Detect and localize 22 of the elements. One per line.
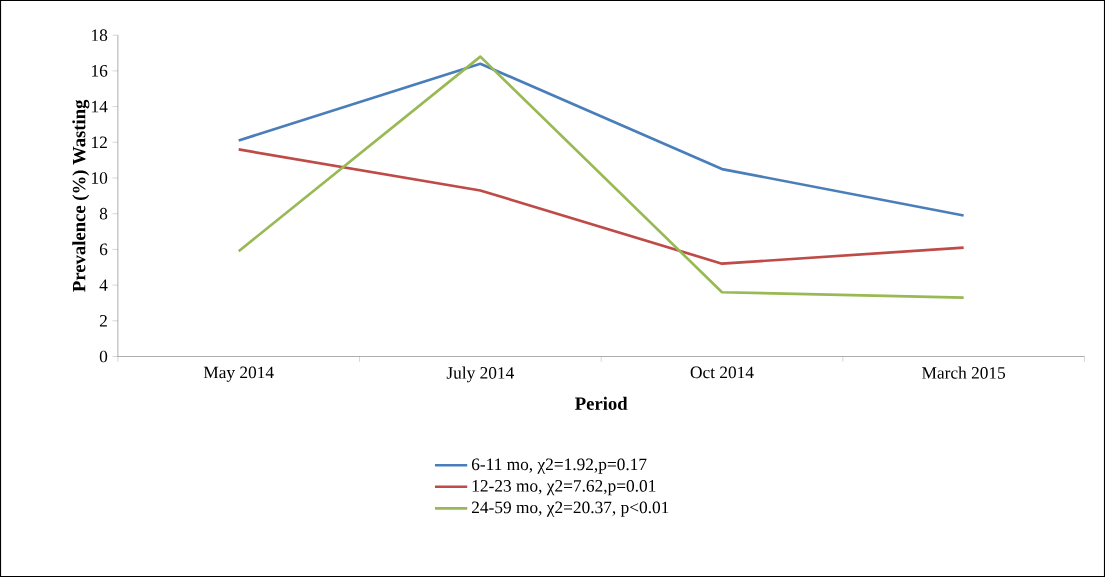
- y-tick-label: 0: [99, 350, 108, 363]
- x-tick-label: March 2015: [922, 366, 1006, 379]
- legend-label: 6-11 mo, χ2=1.92,p=0.17: [471, 458, 647, 474]
- line-series: [237, 55, 965, 299]
- y-tick-label: 4: [99, 279, 108, 291]
- x-tick-label: Oct 2014: [690, 366, 754, 379]
- line-series: [237, 62, 965, 217]
- legend-label: 12-23 mo, χ2=7.62,p=0.01: [472, 480, 656, 496]
- x-axis-title: Period: [575, 396, 628, 410]
- y-tick-label: 14: [92, 100, 108, 113]
- y-tick-label: 12: [92, 136, 107, 149]
- y-tick-label: 2: [99, 315, 107, 327]
- y-tick-label: 10: [92, 172, 108, 184]
- x-tick-label: May 2014: [203, 366, 274, 382]
- line-series: [237, 148, 965, 266]
- x-tick-label: July 2014: [446, 366, 515, 383]
- y-axis-title: Prevalence (%) Wasting: [72, 99, 90, 292]
- y-tick-label: 18: [92, 29, 108, 42]
- y-tick-label: 6: [99, 243, 108, 256]
- legend-label: 24-59 mo, χ2=20.37, p<0.01: [471, 501, 669, 517]
- y-tick-label: 16: [92, 65, 108, 77]
- y-tick-label: 8: [99, 207, 108, 220]
